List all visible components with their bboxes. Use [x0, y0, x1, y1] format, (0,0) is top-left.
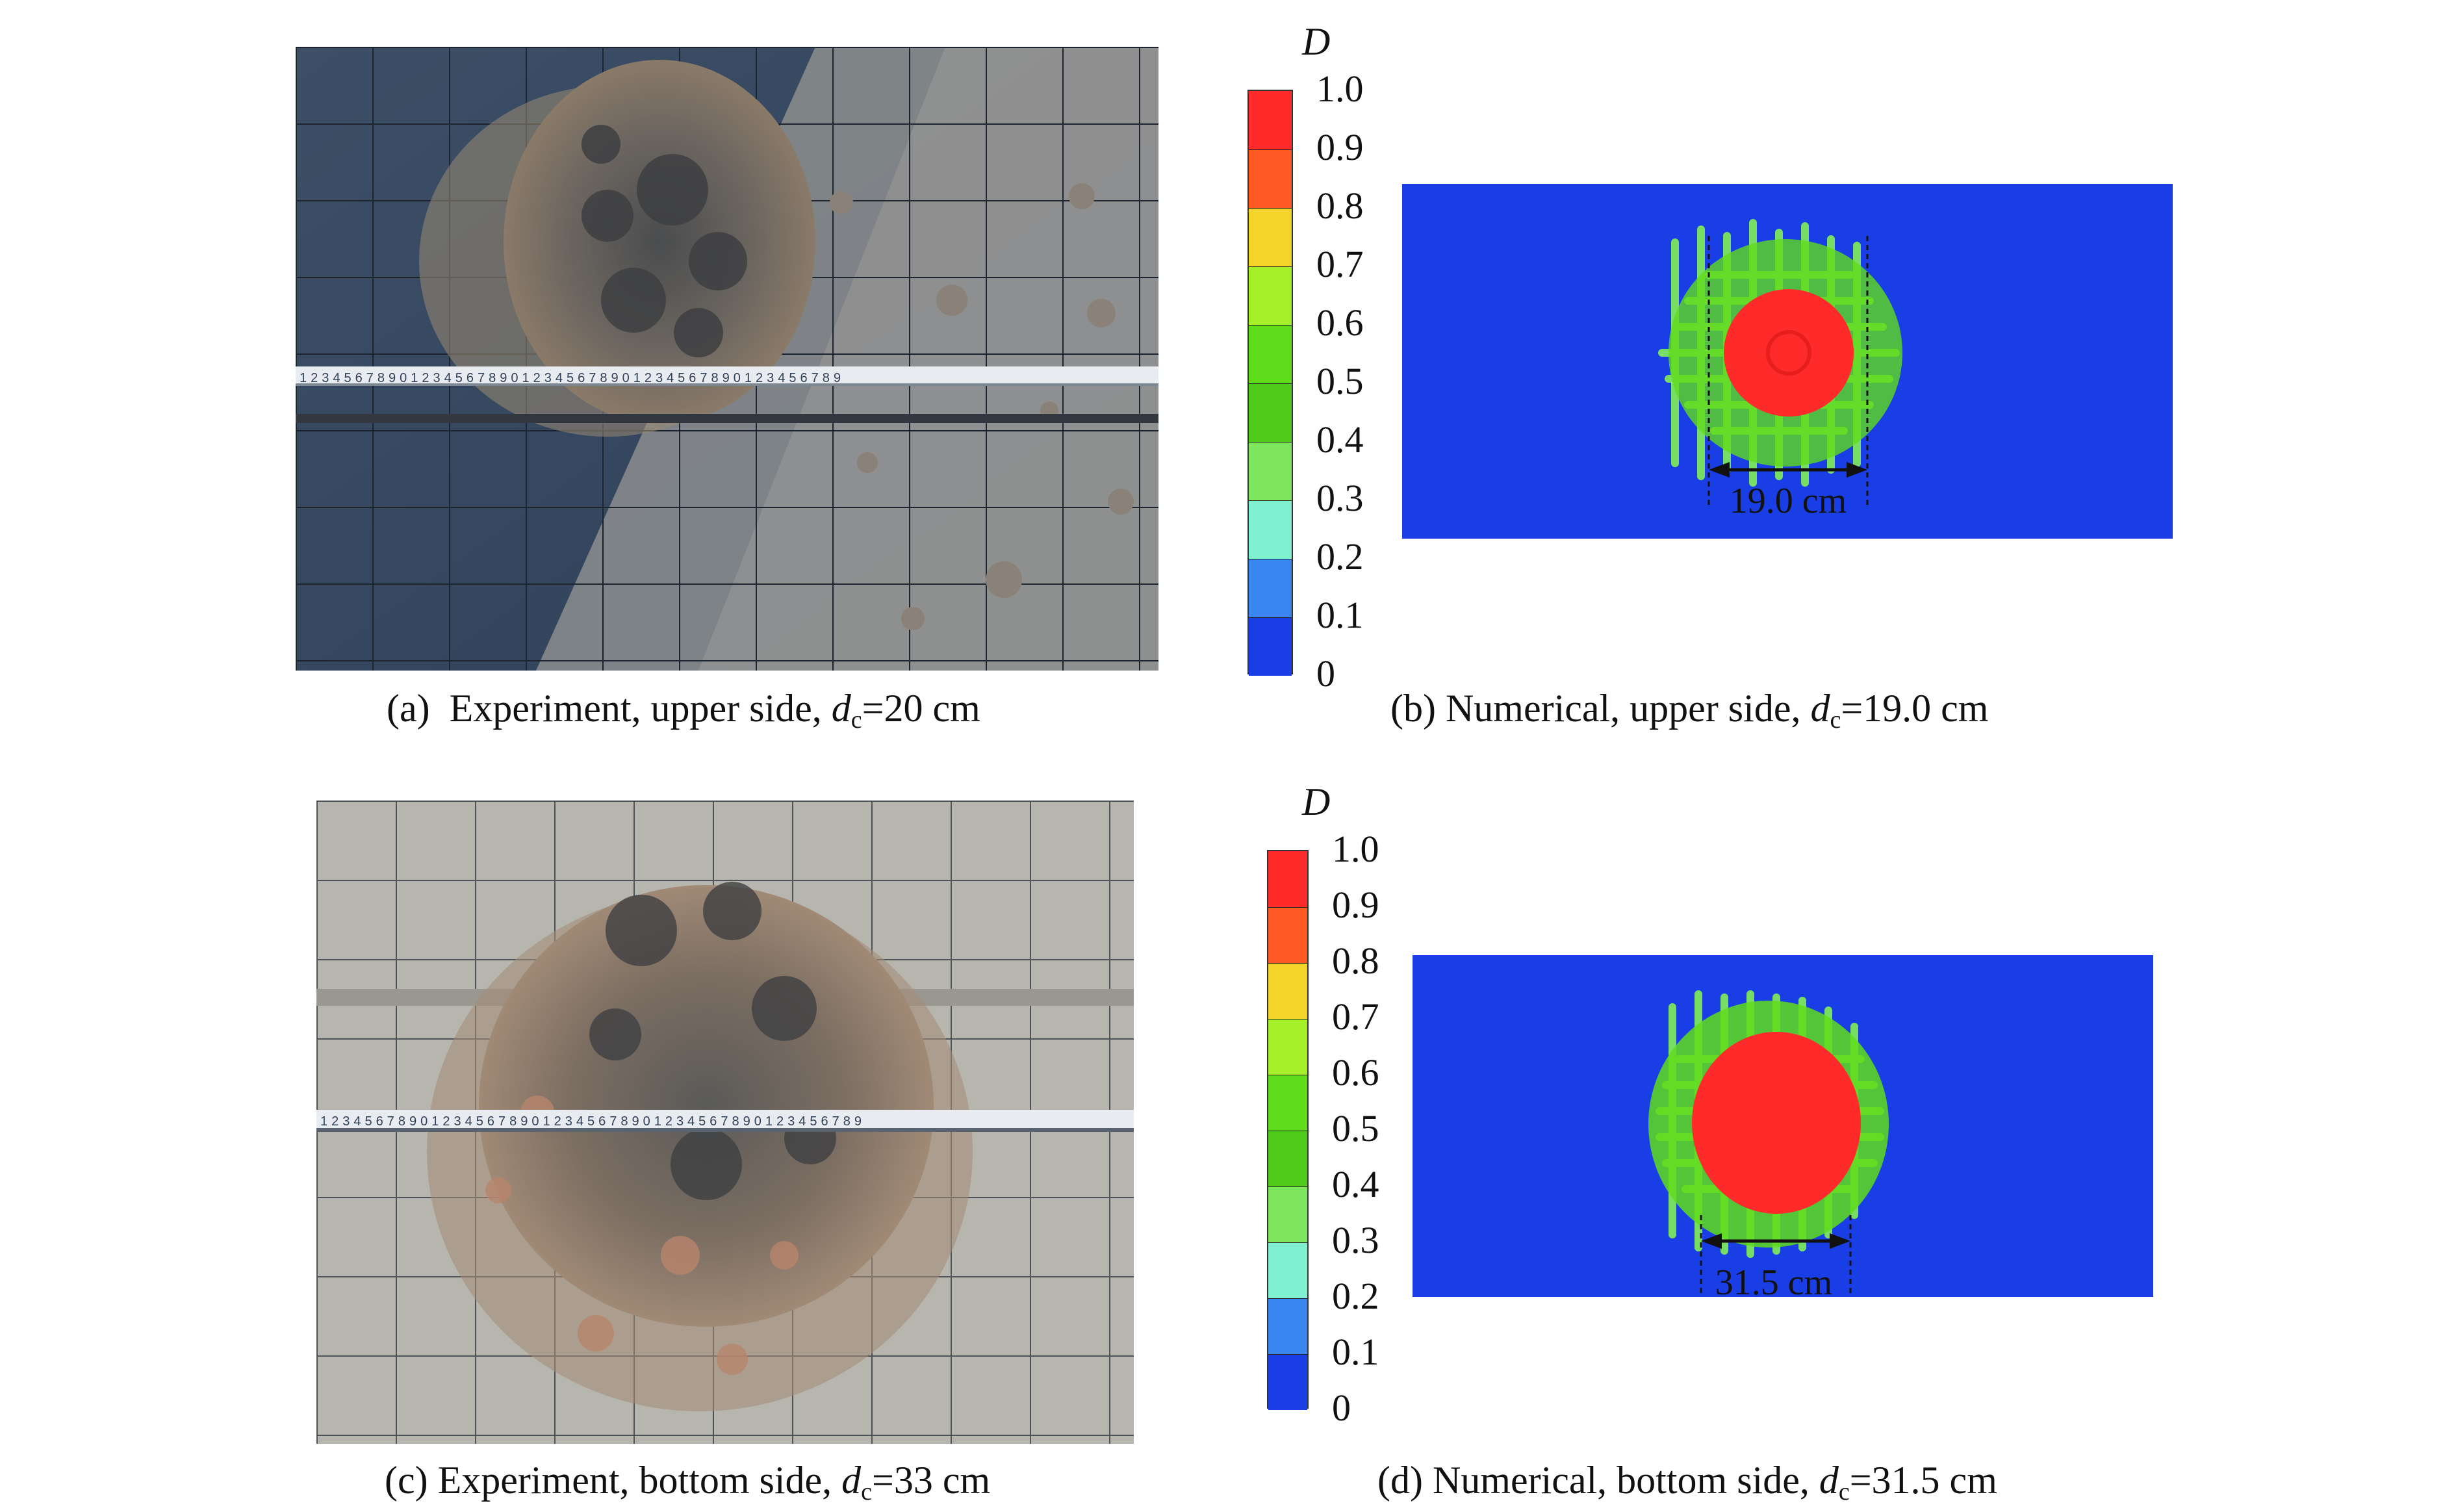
colorbar-segment: [1249, 325, 1292, 383]
colorbar-segment: [1268, 1354, 1307, 1410]
colorbar-segment: [1249, 91, 1292, 149]
experiment-photo-upper: 1234567890123456789012345678901234567890…: [296, 47, 1158, 671]
colorbar-segment: [1249, 500, 1292, 559]
colorbar-scale: [1267, 850, 1309, 1410]
experiment-photo-bottom: 1234567890123456789012345678901234567890…: [316, 801, 1134, 1444]
caption-d: (d) Numerical, bottom side, dc=31.5 cm: [1377, 1459, 1997, 1506]
colorbar-lower: D 1.0 0.9 0.8 0.7 0.6 0.5 0.4 0.3 0.2 0.1 0: [1267, 780, 1397, 1442]
colorbar-segment: [1268, 1019, 1307, 1075]
colorbar-scale: [1247, 90, 1293, 676]
colorbar-tick-label: 0.9: [1316, 126, 1364, 168]
colorbar-tick-label: 0.8: [1332, 940, 1379, 982]
dimension-label-upper: 19.0 cm: [1730, 481, 1847, 521]
caption-a: (a) Experiment, upper side, dc=20 cm: [387, 687, 980, 734]
colorbar-tick-label: 0.3: [1332, 1219, 1379, 1261]
colorbar-symbol: D: [1302, 780, 1331, 823]
colorbar-tick-label: 0.1: [1332, 1331, 1379, 1373]
colorbar-tick-label: 0.6: [1332, 1051, 1379, 1094]
colorbar-segment: [1268, 963, 1307, 1019]
colorbar-segment: [1268, 1298, 1307, 1354]
colorbar-tick-label: 0: [1332, 1387, 1351, 1429]
colorbar-tick-label: 0.4: [1316, 418, 1364, 461]
colorbar-tick-label: 0: [1316, 652, 1335, 695]
colorbar-tick-label: 0.3: [1316, 477, 1364, 519]
colorbar-tick-label: 0.6: [1316, 301, 1364, 344]
colorbar-tick-label: 0.2: [1316, 535, 1364, 578]
colorbar-segment: [1249, 208, 1292, 266]
colorbar-tick-label: 0.9: [1332, 884, 1379, 926]
colorbar-upper: D 1.0 0.9 0.8 0.7 0.6 0.5 0.4 0.3 0.2 0.1 0: [1247, 19, 1377, 693]
colorbar-segment: [1268, 1075, 1307, 1131]
numerical-result-bottom: 31.5 cm: [1413, 955, 2153, 1297]
colorbar-tick-label: 0.7: [1316, 243, 1364, 285]
colorbar-segment: [1268, 851, 1307, 907]
colorbar-tick-label: 1.0: [1332, 828, 1379, 870]
colorbar-segment: [1268, 1131, 1307, 1186]
colorbar-segment: [1268, 1186, 1307, 1242]
dimension-label-bottom: 31.5 cm: [1715, 1262, 1832, 1297]
ruler-digits-c: 1234567890123456789012345678901234567890…: [320, 1114, 865, 1129]
colorbar-symbol: D: [1302, 20, 1331, 63]
colorbar-tick-label: 0.1: [1316, 594, 1364, 636]
colorbar-segment: [1268, 1242, 1307, 1298]
colorbar-segment: [1249, 383, 1292, 442]
caption-c: (c) Experiment, bottom side, dc=33 cm: [385, 1459, 991, 1506]
colorbar-segment: [1249, 442, 1292, 500]
colorbar-segment: [1249, 559, 1292, 617]
numerical-result-upper: 19.0 cm: [1402, 184, 2173, 539]
colorbar-tick-label: 1.0: [1316, 68, 1364, 110]
colorbar-segment: [1249, 266, 1292, 325]
colorbar-tick-label: 0.7: [1332, 995, 1379, 1038]
colorbar-segment: [1249, 149, 1292, 208]
colorbar-tick-label: 0.5: [1332, 1107, 1379, 1149]
caption-b: (b) Numerical, upper side, dc=19.0 cm: [1390, 687, 1989, 734]
colorbar-segment: [1268, 907, 1307, 963]
colorbar-tick-label: 0.2: [1332, 1275, 1379, 1317]
colorbar-tick-label: 0.8: [1316, 185, 1364, 227]
ruler-digits-a: 1234567890123456789012345678901234567890…: [300, 371, 845, 385]
colorbar-segment: [1249, 617, 1292, 676]
colorbar-tick-label: 0.5: [1316, 360, 1364, 402]
colorbar-tick-label: 0.4: [1332, 1163, 1379, 1205]
